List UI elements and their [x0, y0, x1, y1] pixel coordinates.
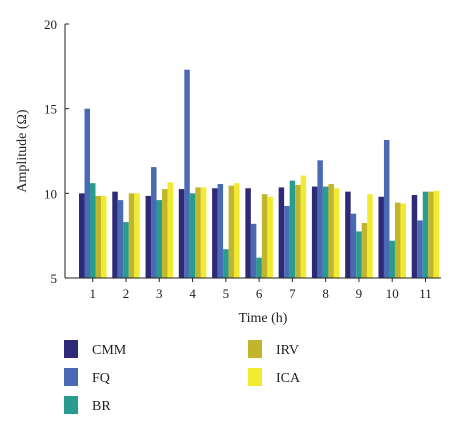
x-tick-label: 3	[156, 286, 163, 301]
bar-cmm-6	[245, 188, 251, 278]
bar-cmm-7	[278, 187, 285, 278]
bar-br-10	[389, 240, 395, 278]
x-tick-label: 5	[223, 286, 230, 301]
x-tick-label: 4	[189, 286, 196, 301]
y-tick-label: 5	[51, 271, 58, 286]
bar-br-9	[356, 231, 362, 278]
x-tick-label: 7	[289, 286, 296, 301]
legend-swatch-br	[64, 396, 78, 414]
bar-fq-10	[383, 139, 390, 278]
bar-br-8	[322, 186, 329, 278]
bar-ica-8	[333, 188, 340, 278]
bar-cmm-5	[212, 188, 218, 278]
y-tick-label: 15	[44, 102, 57, 117]
bar-irv-8	[328, 184, 334, 278]
bar-irv-7	[295, 184, 301, 278]
x-axis-title: Time (h)	[239, 311, 288, 326]
bar-fq-8	[317, 160, 323, 278]
x-tick-label: 11	[419, 286, 432, 301]
legend-label-ica: ICA	[276, 371, 301, 386]
bar-ica-4	[200, 187, 207, 278]
bars-group	[79, 69, 440, 279]
x-tick-label: 6	[256, 286, 263, 301]
bar-ica-7	[300, 175, 307, 278]
bar-cmm-9	[345, 191, 351, 278]
bar-br-4	[189, 193, 196, 278]
legend-swatch-ica	[248, 368, 262, 386]
bar-br-1	[90, 183, 96, 278]
axes-group: 5 10 15 20 1 2 3 4 5 6 7 8 9 10 11	[44, 17, 441, 301]
bar-irv-1	[95, 195, 101, 278]
bar-cmm-4	[178, 189, 185, 278]
bar-irv-2	[128, 193, 135, 278]
x-tick-label: 10	[386, 286, 399, 301]
bar-br-2	[123, 222, 129, 278]
x-tick-label: 1	[90, 286, 97, 301]
bar-br-6	[256, 257, 262, 278]
legend-label-fq: FQ	[92, 371, 110, 386]
legend-label-cmm: CMM	[92, 343, 127, 358]
legend: CMM FQ BR IRV ICA	[64, 340, 301, 414]
legend-swatch-irv	[248, 340, 262, 358]
bar-ica-10	[400, 203, 406, 278]
bar-fq-5	[217, 184, 224, 278]
bar-ica-6	[267, 196, 273, 278]
y-axis-title: Amplitude (Ω)	[15, 109, 30, 192]
bar-cmm-11	[411, 195, 418, 278]
legend-swatch-fq	[64, 368, 78, 386]
bar-fq-9	[350, 213, 357, 278]
bar-ica-11	[433, 190, 440, 278]
bar-br-5	[223, 249, 229, 278]
bar-irv-4	[195, 187, 201, 278]
bar-fq-11	[417, 220, 423, 278]
bar-br-11	[422, 191, 429, 278]
legend-label-irv: IRV	[276, 343, 299, 358]
bar-ica-3	[167, 182, 174, 278]
bar-fq-2	[117, 200, 124, 278]
legend-label-br: BR	[92, 399, 111, 414]
bar-irv-9	[361, 222, 368, 278]
bar-cmm-3	[145, 195, 152, 278]
bar-fq-4	[184, 69, 190, 278]
bar-cmm-10	[378, 196, 384, 278]
bar-ica-1	[101, 195, 107, 278]
bar-ica-2	[134, 193, 140, 278]
bar-irv-6	[261, 194, 268, 278]
y-tick-label: 20	[44, 17, 57, 32]
bar-irv-5	[228, 185, 235, 278]
bar-irv-10	[394, 202, 401, 278]
bar-ica-5	[234, 183, 240, 278]
bar-ica-9	[367, 194, 373, 278]
bar-irv-11	[428, 191, 434, 278]
bar-irv-3	[162, 189, 168, 278]
x-tick-label: 9	[356, 286, 363, 301]
bar-cmm-8	[311, 186, 318, 278]
x-tick-label: 2	[123, 286, 130, 301]
bar-cmm-1	[79, 193, 85, 278]
bar-fq-3	[151, 167, 157, 278]
bar-fq-6	[250, 223, 257, 278]
x-tick-label: 8	[322, 286, 329, 301]
bar-cmm-2	[112, 191, 118, 278]
y-tick-label: 10	[44, 186, 57, 201]
bar-fq-1	[84, 108, 90, 279]
bar-fq-7	[284, 206, 290, 278]
bar-br-3	[156, 200, 163, 278]
bar-br-7	[289, 180, 296, 278]
legend-swatch-cmm	[64, 340, 78, 358]
